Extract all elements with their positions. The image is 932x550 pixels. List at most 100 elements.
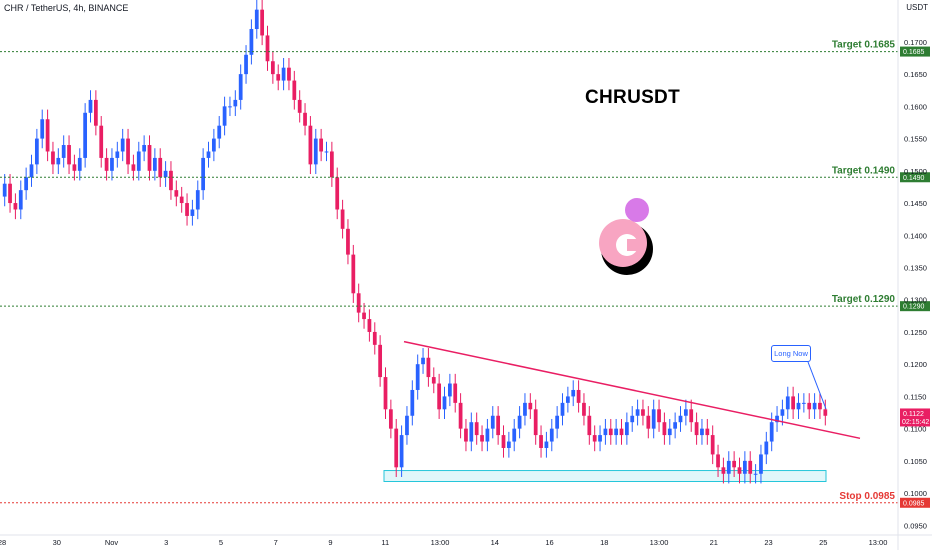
- candle: [313, 128, 318, 175]
- candle: [667, 418, 672, 445]
- candle: [512, 418, 517, 452]
- x-tick-label: 30: [53, 538, 61, 547]
- candle: [732, 451, 737, 477]
- candle: [431, 367, 436, 394]
- candle: [340, 199, 345, 239]
- candle: [716, 444, 720, 477]
- candle: [142, 135, 147, 162]
- candle: [683, 399, 688, 426]
- candle: [394, 418, 399, 477]
- target-3-price-tag: [900, 301, 930, 312]
- candle: [437, 373, 442, 419]
- candle: [372, 322, 377, 355]
- target-3-price-tag-text: 0.1290: [903, 304, 925, 311]
- y-tick-label: 0.1150: [904, 392, 926, 401]
- candle: [506, 431, 511, 458]
- candle: [458, 393, 463, 439]
- stop-price-tag-text: 0.0985: [903, 500, 925, 507]
- candle: [346, 219, 350, 265]
- candle: [13, 193, 18, 220]
- candle: [619, 418, 624, 445]
- y-tick-label: 0.1050: [904, 457, 927, 466]
- y-tick-label: 0.0950: [904, 521, 927, 530]
- candle: [662, 412, 667, 445]
- candle: [72, 154, 77, 181]
- candle: [228, 96, 232, 117]
- x-tick-label: 5: [219, 538, 223, 547]
- candle: [233, 90, 238, 117]
- candle: [807, 393, 812, 419]
- target-1-label: Target 0.1685: [832, 40, 896, 51]
- candle: [405, 406, 409, 445]
- candle: [496, 406, 501, 445]
- y-tick-label: 0.1650: [904, 70, 927, 79]
- candle: [528, 393, 533, 419]
- candle: [426, 348, 431, 387]
- candle: [238, 64, 243, 110]
- candle: [77, 148, 82, 181]
- candle: [689, 399, 694, 432]
- candle: [635, 399, 640, 426]
- candle: [737, 457, 742, 484]
- y-tick-label: 0.1600: [904, 102, 927, 111]
- target-2-price-tag: [900, 172, 930, 183]
- candle: [324, 141, 329, 162]
- x-tick-label: 21: [710, 538, 718, 547]
- candle: [464, 418, 468, 452]
- x-tick-label: 7: [274, 538, 278, 547]
- candle: [544, 431, 549, 458]
- candle: [469, 412, 474, 452]
- candle: [378, 335, 383, 387]
- candle: [206, 141, 211, 168]
- candle: [571, 380, 576, 407]
- candle: [351, 244, 356, 303]
- y-tick-label: 0.1450: [904, 199, 927, 208]
- y-tick-label: 0.1100: [904, 425, 926, 434]
- note-connector: [807, 361, 827, 410]
- y-tick-label: 0.1000: [904, 489, 927, 498]
- long-now-note[interactable]: Long Now: [771, 345, 811, 362]
- candle: [582, 393, 586, 426]
- candle: [388, 399, 393, 439]
- x-tick-label: 14: [491, 538, 499, 547]
- candle: [759, 444, 763, 484]
- candle: [474, 412, 479, 445]
- candle: [598, 425, 602, 452]
- stop-price-tag: [900, 497, 930, 508]
- candle: [179, 186, 184, 213]
- candle: [700, 418, 704, 445]
- candle: [367, 309, 372, 342]
- descending-trendline[interactable]: [403, 340, 861, 440]
- candle: [796, 393, 801, 419]
- candle: [442, 386, 447, 419]
- candle: [517, 406, 522, 439]
- x-tick-label: 11: [381, 538, 389, 547]
- x-tick-label: 13:00: [869, 538, 888, 547]
- x-tick-label: Nov: [105, 538, 119, 547]
- candle: [335, 167, 340, 220]
- target-1-price-tag-text: 0.1685: [903, 49, 925, 56]
- candle: [356, 283, 361, 323]
- candle: [748, 451, 753, 484]
- candle: [244, 45, 248, 84]
- candle: [211, 128, 216, 162]
- candle: [823, 399, 828, 426]
- candle: [726, 451, 731, 484]
- candle: [292, 70, 297, 110]
- candle: [673, 412, 678, 439]
- candle: [270, 51, 275, 84]
- candle: [775, 406, 779, 432]
- candle: [742, 451, 747, 484]
- candle: [533, 399, 538, 445]
- candle: [614, 418, 619, 445]
- candle: [99, 116, 104, 168]
- candle: [254, 0, 259, 39]
- last-price-value: 0.1122: [903, 411, 924, 418]
- y-tick-label: 0.1400: [904, 231, 927, 240]
- candle: [201, 148, 206, 200]
- candle: [421, 348, 425, 374]
- candle: [185, 193, 189, 226]
- candle: [490, 406, 495, 439]
- candle: [222, 96, 227, 136]
